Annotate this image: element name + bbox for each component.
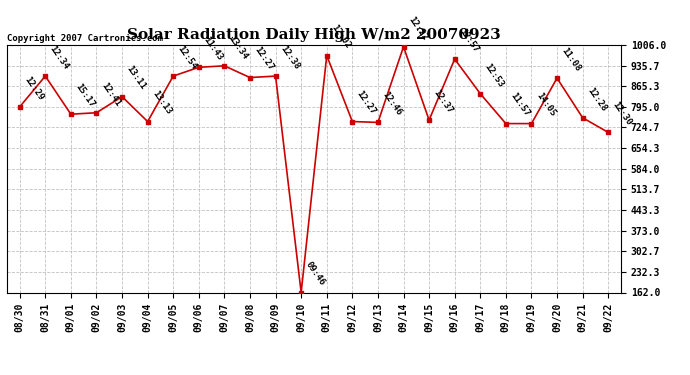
Text: 12:02: 12:02 xyxy=(329,23,352,51)
Text: 13:11: 13:11 xyxy=(125,64,148,92)
Text: 11:08: 11:08 xyxy=(560,46,582,73)
Text: 13:13: 13:13 xyxy=(150,89,173,117)
Text: 11:43: 11:43 xyxy=(201,35,224,62)
Text: 12:57: 12:57 xyxy=(457,27,480,54)
Text: 11:57: 11:57 xyxy=(509,92,531,118)
Text: 12:28: 12:28 xyxy=(585,86,608,113)
Text: 12:22: 12:22 xyxy=(406,15,429,42)
Text: 12:53: 12:53 xyxy=(483,62,506,89)
Text: 14:05: 14:05 xyxy=(534,92,557,118)
Text: 12:30: 12:30 xyxy=(611,100,633,128)
Text: Copyright 2007 Cartronics.com: Copyright 2007 Cartronics.com xyxy=(7,33,163,42)
Text: 12:27: 12:27 xyxy=(355,89,377,117)
Text: 12:27: 12:27 xyxy=(253,45,275,73)
Text: 12:38: 12:38 xyxy=(278,44,301,71)
Text: 12:37: 12:37 xyxy=(432,88,455,115)
Text: 12:29: 12:29 xyxy=(22,75,45,102)
Title: Solar Radiation Daily High W/m2 20070923: Solar Radiation Daily High W/m2 20070923 xyxy=(127,28,501,42)
Text: 09:46: 09:46 xyxy=(304,260,326,288)
Text: 12:34: 12:34 xyxy=(48,44,70,71)
Text: 13:34: 13:34 xyxy=(227,34,250,61)
Text: 15:17: 15:17 xyxy=(73,82,96,109)
Text: 12:46: 12:46 xyxy=(380,90,403,117)
Text: 12:41: 12:41 xyxy=(99,81,122,108)
Text: 12:54: 12:54 xyxy=(176,44,199,71)
